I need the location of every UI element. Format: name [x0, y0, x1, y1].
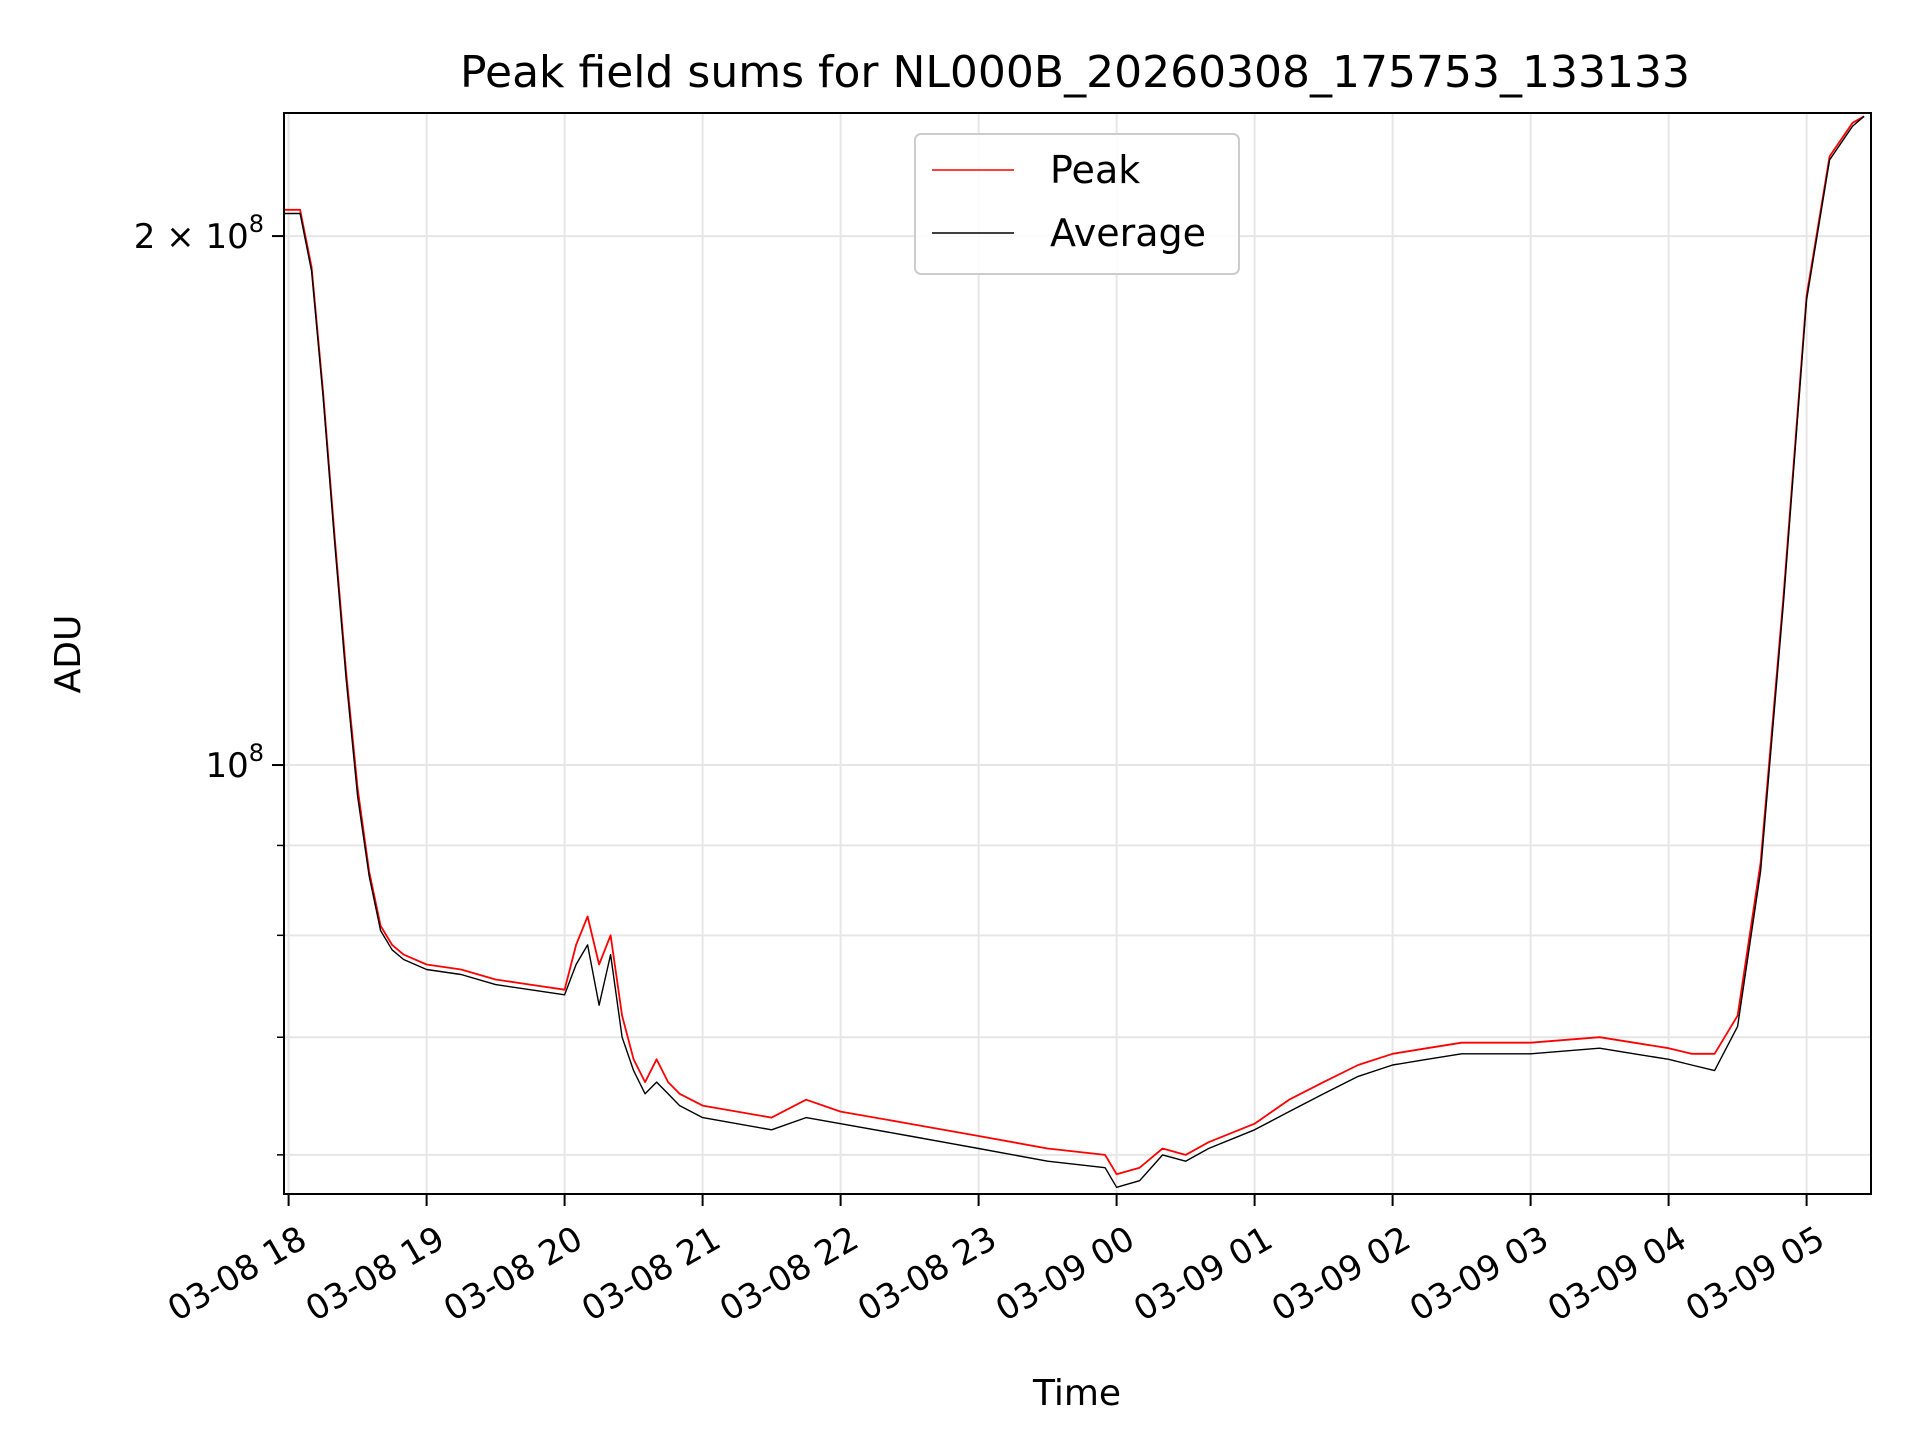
series-lines	[284, 115, 1865, 1188]
chart-title: Peak field sums for NL000B_20260308_1757…	[460, 47, 1690, 98]
y-tick-label: 108	[205, 739, 264, 786]
legend: Peak Average	[914, 133, 1240, 275]
legend-label-peak: Peak	[1050, 148, 1140, 192]
y-axis-label: ADU	[48, 615, 89, 694]
series-line-peak	[284, 115, 1865, 1176]
x-axis-label: Time	[1032, 1373, 1121, 1414]
grid-lines	[284, 113, 1871, 1194]
plot-area-frame	[283, 112, 1872, 1195]
legend-label-average: Average	[1050, 211, 1206, 255]
y-tick-label: 2 × 108	[134, 210, 264, 257]
y-axis-ticks: 2 × 108 108	[134, 210, 284, 1156]
series-line-average	[284, 115, 1865, 1188]
legend-box	[914, 133, 1240, 275]
